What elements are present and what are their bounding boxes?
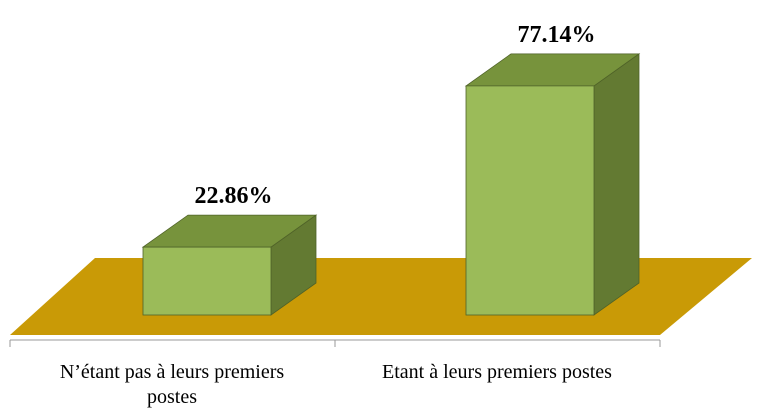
bar-side bbox=[593, 53, 640, 316]
data-label: 22.86% bbox=[195, 183, 273, 209]
x-tick-label: Etant à leurs premiers postes bbox=[382, 361, 612, 383]
bar bbox=[142, 246, 272, 316]
x-tick-label: N’étant pas à leurs premiers postes bbox=[59, 361, 285, 408]
data-label: 77.14% bbox=[518, 22, 596, 48]
bar bbox=[465, 85, 595, 316]
floor bbox=[10, 258, 752, 335]
